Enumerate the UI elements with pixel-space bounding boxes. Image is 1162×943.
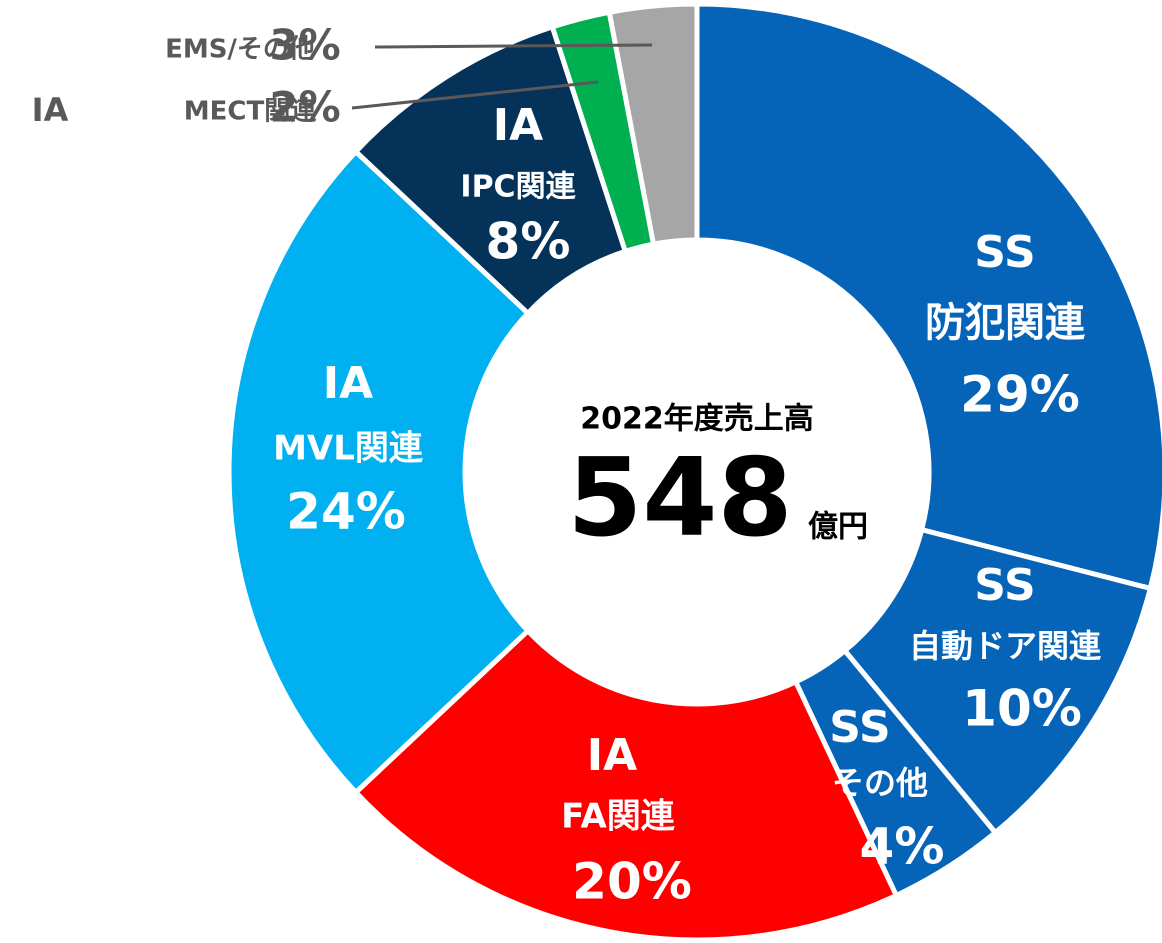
segment-label: MVL関連 [273, 429, 424, 469]
value-label: 8% [486, 213, 571, 271]
segment-group: IA [587, 730, 637, 781]
segment-label: その他 [832, 764, 928, 802]
value-label: 29% [960, 366, 1080, 424]
segment-group: IA [32, 91, 69, 129]
segment-label: IPC関連 [460, 170, 576, 205]
leader-line [374, 43, 653, 49]
leader-line [351, 80, 599, 110]
value-label: 20% [572, 853, 692, 911]
value-label: 24% [286, 483, 406, 541]
segment-label: FA関連 [561, 797, 676, 837]
value-label: 2% [269, 83, 340, 132]
donut-segment [226, 148, 532, 796]
donut-segment [606, 1, 700, 248]
center-total: 548 [567, 436, 792, 561]
segment-label: 自動ドア関連 [909, 627, 1102, 665]
segment-group: SS [974, 227, 1035, 278]
value-label: 10% [962, 680, 1082, 738]
value-label: 3% [269, 21, 340, 70]
center-title: 2022年度売上高 [580, 402, 814, 437]
segment-group: IA [323, 358, 373, 409]
segment-label: 防犯関連 [925, 300, 1086, 346]
segment-label: EMS/その他 [165, 35, 315, 65]
donut-segment [694, 1, 1162, 592]
segment-group: IA [493, 100, 543, 151]
value-label: 4% [860, 818, 945, 876]
segment-group: SS [974, 560, 1035, 611]
segment-group: SS [829, 702, 890, 753]
segment-label: MECT関連 [184, 97, 317, 127]
donut-segment [352, 627, 900, 943]
donut-segment [841, 526, 1154, 837]
center-unit: 億円 [808, 510, 868, 545]
